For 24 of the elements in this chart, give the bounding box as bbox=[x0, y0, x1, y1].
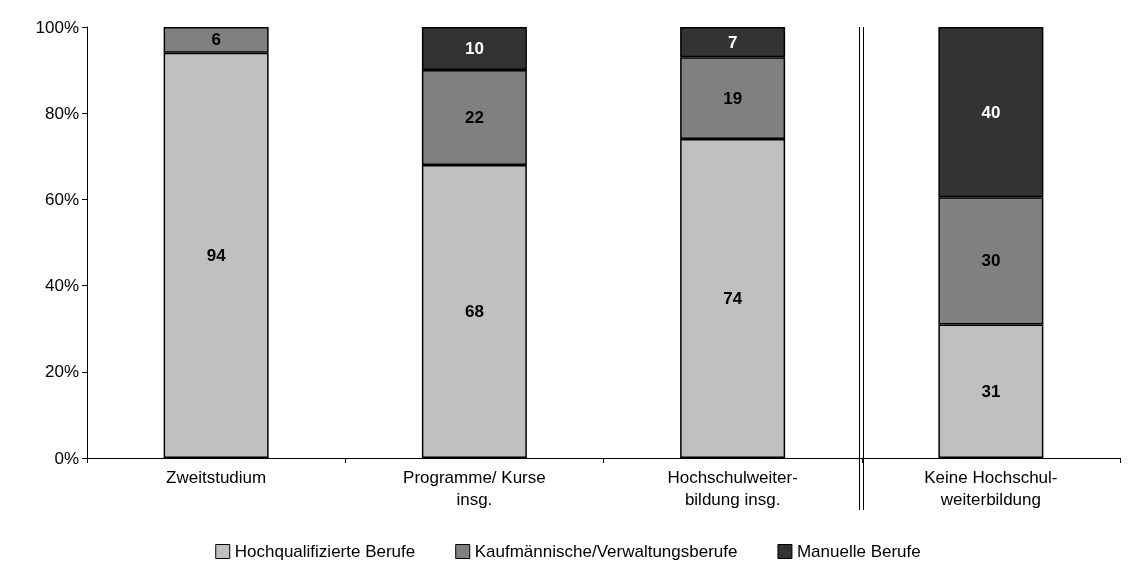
legend-label: Kaufmännische/Verwaltungsberufe bbox=[474, 542, 738, 561]
data-label: 6 bbox=[211, 30, 221, 50]
y-tick-label: 40% bbox=[44, 276, 79, 296]
data-label: 10 bbox=[464, 39, 484, 59]
y-tick-label: 60% bbox=[44, 189, 79, 209]
y-tick-label: 100% bbox=[35, 17, 79, 37]
x-tick-label: Keine Hochschul- weiterbildung bbox=[924, 467, 1058, 509]
data-label: 40 bbox=[981, 102, 1001, 122]
data-label: 19 bbox=[723, 88, 743, 108]
data-label: 30 bbox=[981, 251, 1001, 271]
data-label: 68 bbox=[464, 301, 484, 321]
y-tick-label: 80% bbox=[44, 103, 79, 123]
legend-label: Manuelle Berufe bbox=[796, 542, 921, 561]
x-tick-label: Hochschulweiter- bildung insg. bbox=[667, 467, 798, 509]
x-tick-label: Programme/ Kurse insg. bbox=[403, 467, 546, 509]
y-tick-label: 0% bbox=[54, 448, 79, 468]
x-tick-label: Zweitstudium bbox=[166, 467, 267, 487]
y-tick-label: 20% bbox=[44, 362, 79, 382]
data-label: 74 bbox=[723, 289, 743, 309]
legend-label: Hochqualifizierte Berufe bbox=[234, 542, 416, 561]
data-label: 31 bbox=[981, 381, 1001, 401]
data-label: 94 bbox=[206, 245, 227, 265]
data-label: 22 bbox=[464, 108, 484, 128]
data-label: 7 bbox=[727, 32, 738, 52]
